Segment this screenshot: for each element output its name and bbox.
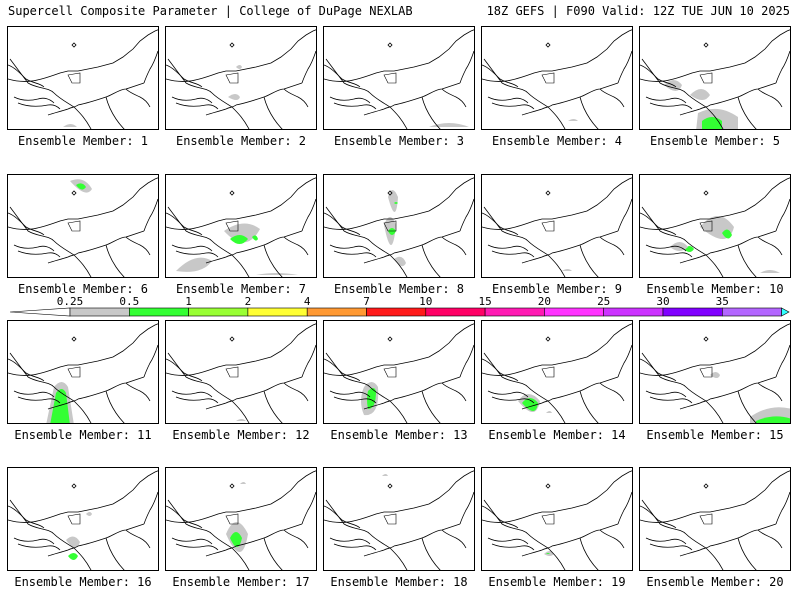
- map-svg: [8, 29, 158, 129]
- colorbar-segment: [721, 307, 782, 317]
- colorbar-segment: [69, 307, 130, 317]
- colorbar-segment: [129, 307, 189, 317]
- map-svg: [8, 177, 158, 277]
- ensemble-member-map: [639, 26, 791, 130]
- colorbar-tick-label: 15: [478, 295, 492, 308]
- ensemble-member-map: [481, 174, 633, 278]
- ensemble-member-map: [323, 467, 475, 571]
- ensemble-member-caption: Ensemble Member: 5: [649, 134, 781, 148]
- colorbar-segment: [306, 307, 367, 317]
- ensemble-member-caption: Ensemble Member: 13: [330, 428, 468, 442]
- ensemble-member-caption: Ensemble Member: 6: [17, 282, 149, 296]
- ensemble-member-map: [323, 174, 475, 278]
- colorbar-tick-label: 1: [185, 295, 192, 308]
- ensemble-member-map: [165, 467, 317, 571]
- colorbar-tick-label: 0.5: [119, 295, 140, 308]
- ensemble-member-map: [7, 174, 159, 278]
- ensemble-member-caption: Ensemble Member: 14: [488, 428, 626, 442]
- map-svg: [640, 29, 790, 129]
- ensemble-member-caption: Ensemble Member: 17: [172, 575, 310, 589]
- colorbar-tick-label: 25: [597, 295, 611, 308]
- colorbar-low-arrow: [9, 307, 71, 317]
- map-svg: [324, 177, 474, 277]
- ensemble-member-map: [481, 320, 633, 424]
- ensemble-member-caption: Ensemble Member: 4: [491, 134, 623, 148]
- valid-time-label: 18Z GEFS | F090 Valid: 12Z TUE JUN 10 20…: [486, 4, 790, 18]
- map-svg: [8, 323, 158, 423]
- ensemble-member-caption: Ensemble Member: 2: [175, 134, 307, 148]
- ensemble-member-caption: Ensemble Member: 15: [646, 428, 784, 442]
- colorbar-segment: [425, 307, 486, 317]
- ensemble-member-caption: Ensemble Member: 3: [333, 134, 465, 148]
- colorbar-tick-label: 0.25: [56, 295, 84, 308]
- ensemble-member-map: [165, 320, 317, 424]
- ensemble-member-map: [639, 467, 791, 571]
- ensemble-member-map: [323, 320, 475, 424]
- ensemble-member-caption: Ensemble Member: 12: [172, 428, 310, 442]
- colorbar-tick-label: 30: [656, 295, 670, 308]
- ensemble-member-map: [7, 320, 159, 424]
- ensemble-member-caption: Ensemble Member: 9: [491, 282, 623, 296]
- colorbar-segment: [247, 307, 308, 317]
- colorbar-tick-label: 10: [419, 295, 433, 308]
- map-svg: [166, 323, 316, 423]
- colorbar-segment: [544, 307, 605, 317]
- colorbar-tick-label: 35: [715, 295, 729, 308]
- colorbar-segment: [603, 307, 664, 317]
- ensemble-member-caption: Ensemble Member: 7: [175, 282, 307, 296]
- map-svg: [640, 177, 790, 277]
- colorbar-tick-label: 2: [244, 295, 252, 308]
- colorbar-high-arrow: [781, 307, 790, 317]
- ensemble-member-map: [7, 467, 159, 571]
- map-svg: [482, 29, 632, 129]
- ensemble-member-caption: Ensemble Member: 16: [14, 575, 152, 589]
- chart-title: Supercell Composite Parameter | College …: [8, 4, 413, 18]
- ensemble-member-caption: Ensemble Member: 19: [488, 575, 626, 589]
- ensemble-member-caption: Ensemble Member: 1: [17, 134, 149, 148]
- colorbar-segment: [366, 307, 427, 317]
- map-svg: [640, 323, 790, 423]
- ensemble-member-map: [323, 26, 475, 130]
- ensemble-member-map: [481, 26, 633, 130]
- ensemble-member-map: [165, 26, 317, 130]
- colorbar-legend: 0.25 0.5 1 2 4 7 10 15 20 25 30 35: [9, 295, 790, 318]
- colorbar-tick-label: 4: [303, 295, 311, 308]
- map-svg: [640, 470, 790, 570]
- map-svg: [324, 323, 474, 423]
- ensemble-member-caption: Ensemble Member: 20: [646, 575, 784, 589]
- ensemble-member-map: [7, 26, 159, 130]
- colorbar-tick-label: 7: [363, 295, 370, 308]
- map-svg: [166, 470, 316, 570]
- ensemble-member-caption: Ensemble Member: 18: [330, 575, 468, 589]
- colorbar-segment: [188, 307, 249, 317]
- colorbar-svg: [9, 307, 790, 317]
- colorbar-tick-label: 20: [537, 295, 552, 308]
- map-svg: [166, 29, 316, 129]
- map-svg: [8, 470, 158, 570]
- map-svg: [482, 323, 632, 423]
- ensemble-member-map: [165, 174, 317, 278]
- colorbar-segment: [484, 307, 545, 317]
- map-svg: [166, 177, 316, 277]
- ensemble-member-map: [639, 320, 791, 424]
- colorbar-segment: [662, 307, 723, 317]
- map-svg: [324, 29, 474, 129]
- ensemble-member-caption: Ensemble Member: 8: [333, 282, 465, 296]
- ensemble-member-map: [639, 174, 791, 278]
- ensemble-member-map: [481, 467, 633, 571]
- map-svg: [482, 177, 632, 277]
- ensemble-member-caption: Ensemble Member: 11: [14, 428, 152, 442]
- ensemble-member-caption: Ensemble Member: 10: [646, 282, 784, 296]
- map-svg: [324, 470, 474, 570]
- map-svg: [482, 470, 632, 570]
